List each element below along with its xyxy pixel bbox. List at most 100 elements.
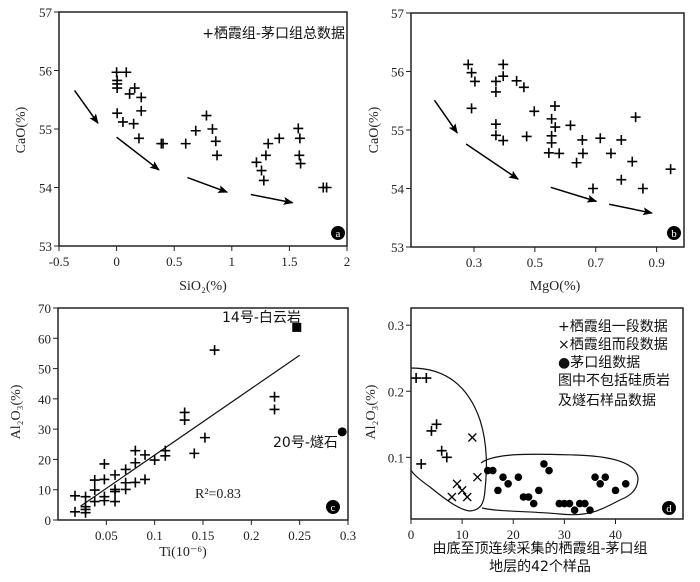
data-point-plus <box>416 458 427 469</box>
data-point-dot <box>499 473 507 481</box>
data-point-plus <box>490 76 501 87</box>
x-tick-label: 0.05 <box>95 528 118 543</box>
data-point-plus <box>209 345 220 356</box>
y-tick-label: 57 <box>391 6 405 21</box>
data-point-plus <box>133 133 144 144</box>
y-tick-label: 56 <box>391 65 405 80</box>
data-point-dot <box>524 493 533 501</box>
data-point-cross <box>467 433 477 442</box>
y-axis-label: Al₂O₃(%) <box>364 384 379 439</box>
data-point-plus <box>120 484 131 495</box>
data-point-dot <box>586 506 594 515</box>
x-tick-label: 0.1 <box>147 528 163 543</box>
x-axis-label: 由底至顶连续采集的栖霞组-茅口组 <box>432 540 647 557</box>
data-point-plus <box>616 174 627 185</box>
x-tick-label: 0.25 <box>288 528 311 543</box>
data-point-plus <box>577 148 588 159</box>
data-point-plus <box>466 103 477 114</box>
data-point-plus <box>179 415 190 426</box>
data-point-plus <box>616 134 627 145</box>
data-point-plus <box>571 157 582 168</box>
data-point-plus <box>110 469 121 480</box>
data-point-plus <box>511 75 522 86</box>
x-tick-label: -0.5 <box>49 254 70 269</box>
data-point-plus <box>274 133 285 144</box>
y-tick-label: 54 <box>39 181 53 196</box>
panel-badge-label: c <box>331 502 336 514</box>
data-point-plus <box>89 485 100 496</box>
data-point-plus <box>112 108 123 119</box>
data-point-dot <box>504 479 512 488</box>
y-tick-label: 57 <box>39 5 53 20</box>
data-point-plus <box>463 59 474 70</box>
data-point-plus <box>190 125 201 136</box>
y-tick-label: 0 <box>45 513 52 528</box>
data-point-cross <box>473 472 482 482</box>
trend-arrow <box>187 176 229 193</box>
data-point-plus <box>321 182 332 193</box>
y-tick-label: 55 <box>39 122 52 137</box>
data-point-plus <box>630 112 641 123</box>
data-point-plus <box>554 148 565 159</box>
legend-entry: ×栖霞组而段数据 <box>558 337 668 353</box>
data-point-plus <box>160 450 171 461</box>
data-point-plus <box>117 116 128 127</box>
x-axis-label: SiO₂(%) <box>179 279 227 294</box>
data-point-dot <box>545 466 553 475</box>
data-point-plus <box>258 175 269 186</box>
y-axis-label: Al₂O₃(%) <box>9 384 24 439</box>
x-tick-label: 0.3 <box>466 255 482 270</box>
y-tick-label: 60 <box>38 331 51 346</box>
data-point-plus <box>89 475 100 486</box>
data-point-plus <box>546 137 557 148</box>
trend-arrow <box>550 186 598 203</box>
x-tick-label: 30 <box>558 527 571 542</box>
data-point-plus <box>128 118 139 129</box>
data-point-plus <box>120 464 131 475</box>
data-point-plus <box>543 147 554 158</box>
panel-badge-label: b <box>671 228 677 240</box>
data-point-dot <box>565 499 574 508</box>
panel-d: 0 10 20 30 40 0.1 0.2 0.3 由底至顶连续采集的栖霞组-茅口组地层的42个… <box>364 307 684 575</box>
y-tick-label: 53 <box>39 239 52 254</box>
data-point-dot <box>535 486 543 495</box>
y-tick-label: 54 <box>391 182 405 197</box>
data-point-plus <box>550 122 561 133</box>
panel-b: 0.3 0.5 0.7 0.9 53 54 55 56 57 MgO(%) CaO(%) b <box>367 6 685 294</box>
data-point-plus <box>130 477 141 488</box>
note-text: 图中不包括硅质岩 <box>558 373 670 389</box>
data-point-plus <box>99 495 110 506</box>
y-tick-label: 40 <box>38 392 51 407</box>
data-point-plus <box>295 158 306 169</box>
data-point-plus <box>212 150 223 161</box>
data-point-dot <box>581 499 589 508</box>
y-tick-label: 50 <box>38 362 51 377</box>
data-point-plus <box>546 113 557 124</box>
data-point-plus <box>294 150 305 161</box>
note-text: 及燧石样品数据 <box>558 393 656 409</box>
trend-arrow <box>465 143 519 180</box>
y-tick-label: 55 <box>391 123 404 138</box>
data-point-plus <box>565 120 576 131</box>
data-point-plus <box>158 138 169 149</box>
data-point-plus <box>112 83 123 94</box>
data-point-plus <box>426 425 437 436</box>
data-point-plus <box>269 404 280 415</box>
data-point-dot <box>540 460 548 468</box>
data-point-plus <box>605 148 616 159</box>
trend-arrow <box>433 99 458 134</box>
data-point-plus <box>595 133 606 144</box>
data-point-plus <box>136 105 147 116</box>
data-point-plus <box>498 71 509 82</box>
panel-a: -0.5 0 0.5 1 1.5 2 53 54 55 56 57 SiO₂(%) CaO(%) a +栖霞… <box>14 5 350 294</box>
data-point-plus <box>129 83 140 94</box>
data-point-circle <box>337 427 347 437</box>
data-point-plus <box>529 106 540 117</box>
annotation-chert: 20号-燧石 <box>273 435 338 451</box>
y-tick-label: 0.1 <box>388 450 404 465</box>
r-squared-label: R²=0.83 <box>195 487 241 502</box>
data-point-plus <box>588 183 598 194</box>
y-axis-label: CaO(%) <box>367 106 382 153</box>
data-point-plus <box>199 432 210 443</box>
data-point-plus <box>121 67 132 78</box>
